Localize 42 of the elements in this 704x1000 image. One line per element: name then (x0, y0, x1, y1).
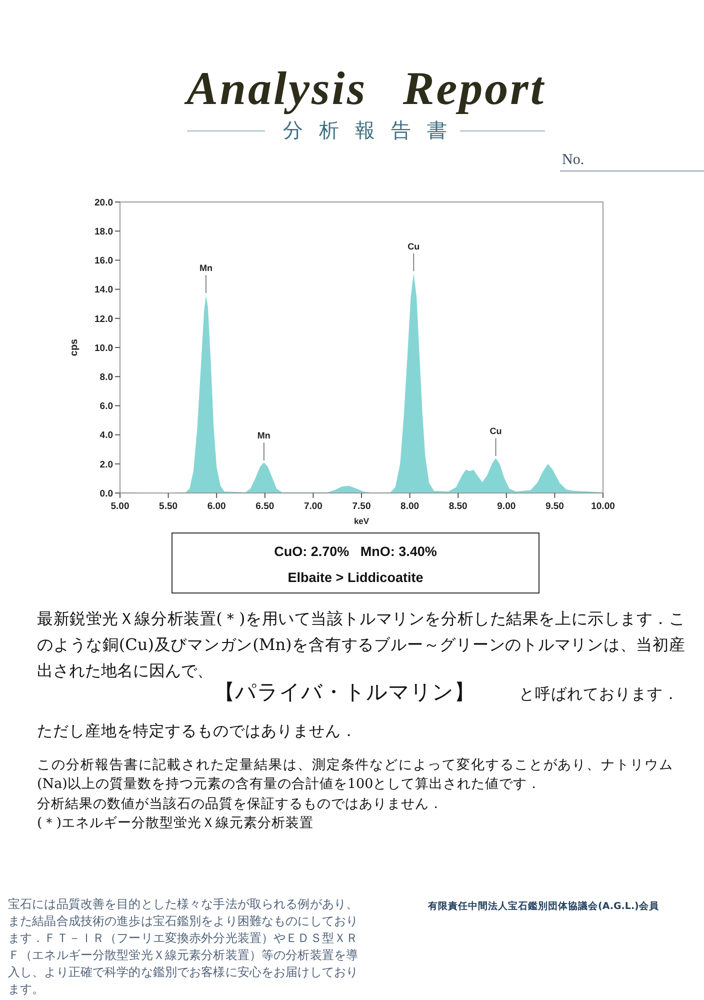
x-tick-label: 5.50 (159, 501, 178, 512)
text: と呼ばれております． (519, 684, 679, 705)
y-tick-label: 12.0 (94, 314, 113, 325)
y-tick-label: 2.0 (100, 459, 113, 470)
text: Elbaite > Liddicoatite (286, 570, 424, 585)
text: 有限責任中間法人宝石鑑別団体協議会(A.G.L.)会員 (428, 900, 659, 913)
text: ただし産地を特定するものではありません． (37, 721, 357, 742)
text: 【パライバ・トルマリン】 (214, 679, 475, 706)
x-tick-label: 6.00 (207, 501, 226, 512)
text: 最新鋭蛍光Ｘ線分析装置(＊)を用いて当該トルマリンを分析した結果を上に示します．このような銅(Cu)及びマンガン(Mn)を含有するブルー～グリーンのトルマリンは、当初産出された地名に因んで、 (37, 609, 686, 680)
x-tick-label: 7.00 (304, 501, 322, 512)
annotation: Cu (408, 241, 420, 252)
x-axis-title: keV (354, 516, 370, 526)
text: 分析結果の数値が当該石の品質を保証するものではありません． (37, 795, 443, 813)
y-tick-label: 6.0 (100, 401, 113, 412)
x-tick-label: 10.00 (591, 501, 615, 512)
y-tick-label: 20.0 (94, 197, 113, 208)
annotation: Mn (199, 263, 212, 274)
y-tick-label: 10.0 (94, 342, 113, 354)
text: No. (562, 152, 584, 169)
x-tick-label: 9.00 (497, 501, 516, 512)
y-tick-label: 0.0 (100, 488, 113, 500)
y-tick-label: 18.0 (94, 226, 113, 238)
y-tick-label: 14.0 (94, 284, 113, 296)
x-tick-label: 6.50 (256, 501, 274, 512)
y-tick-label: 16.0 (94, 256, 113, 267)
chart-subtitle: 分析報告書 (282, 117, 464, 144)
text: 宝石には品質改善を目的とした様々な手法が取られる例があり、また結晶合成技術の進歩は宝石鑑別をより困難なものにしております．ＦＴ－ＩＲ（フーリエ変換赤外分光装置）やＥＤＳ型ＸＲＦ（エネルギー分散型蛍光Ｘ線元素分析装置）等の分析装置を導入し、より正確で科学的な鑑別でお客様に安心をお届けしております。 (8, 896, 358, 998)
y-tick-label: 4.0 (100, 430, 113, 442)
x-tick-label: 5.00 (110, 501, 130, 512)
x-tick-label: 8.00 (400, 501, 420, 512)
y-axis-title: cps (69, 338, 80, 356)
annotation: Cu (490, 426, 502, 436)
x-tick-label: 9.50 (545, 501, 564, 512)
x-tick-label: 7.50 (352, 501, 371, 512)
x-tick-label: 8.50 (448, 501, 468, 512)
text: この分析報告書に記載された定量結果は、測定条件などによって変化することがあり、ナトリウム(Na)以上の質量数を持つ元素の含有量の合計値を100として算出された値です． (37, 756, 673, 794)
chart-title: Analysis Report (183, 62, 546, 116)
text: CuO: 2.70% MnO: 3.40% (273, 544, 438, 559)
text: (＊)エネルギー分散型蛍光Ｘ線元素分析装置 (37, 814, 314, 832)
annotation: Mn (257, 430, 270, 440)
y-tick-label: 8.0 (100, 372, 113, 383)
